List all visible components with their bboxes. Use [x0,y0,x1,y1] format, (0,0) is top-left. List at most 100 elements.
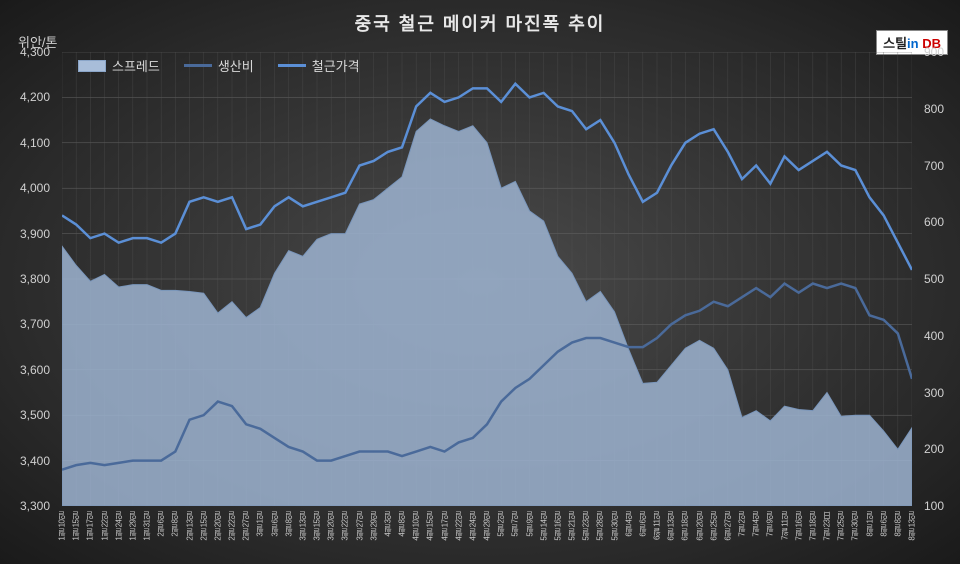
x-tick: 1월 10일 [57,512,68,541]
x-tick: 3월 20일 [326,512,337,541]
y-right-tick: 200 [924,442,944,456]
y-left-tick: 4,200 [20,90,50,104]
x-tick: 2월 15일 [198,512,209,541]
x-tick: 5월 9일 [524,512,535,537]
x-tick: 7월 18일 [807,512,818,541]
x-tick: 2월 20일 [212,512,223,541]
y-axis-left: 3,3003,4003,5003,6003,7003,8003,9004,000… [0,52,58,506]
legend-label-cost: 생산비 [218,56,254,75]
y-left-tick: 3,700 [20,317,50,331]
x-tick: 7월 25일 [836,512,847,541]
x-tick: 5월 30일 [609,512,620,541]
y-left-tick: 3,800 [20,272,50,286]
y-left-tick: 4,000 [20,181,50,195]
x-tick: 6월 20일 [694,512,705,541]
x-tick: 1월 15일 [71,512,82,541]
x-tick: 5월 23일 [581,512,592,541]
legend-price: 철근가격 [278,56,360,75]
y-left-tick: 3,300 [20,499,50,513]
x-tick: 7월 2일 [737,512,748,537]
x-tick: 5월 21일 [567,512,578,541]
x-tick: 7월 4일 [751,512,762,537]
x-tick: 5월 14일 [538,512,549,541]
x-tick: 8월 13일 [907,512,918,541]
legend-label-spread: 스프레드 [112,56,160,75]
x-tick: 3월 29일 [368,512,379,541]
y-left-tick: 3,900 [20,227,50,241]
legend-label-price: 철근가격 [312,56,360,75]
y-left-tick: 4,100 [20,136,50,150]
x-tick: 3월 13일 [297,512,308,541]
x-tick: 4월 22일 [453,512,464,541]
x-tick: 7월 30일 [850,512,861,541]
x-tick: 6월 4일 [623,512,634,537]
x-tick: 1월 22일 [99,512,110,541]
x-tick: 7월 11일 [779,512,790,540]
x-tick: 2월 27일 [241,512,252,541]
y-right-tick: 900 [924,45,944,59]
x-tick: 8월 6일 [878,512,889,537]
x-tick: 7월 9일 [765,512,776,537]
y-right-tick: 800 [924,102,944,116]
x-tick: 7월 23日 [822,512,833,541]
y-left-tick: 3,600 [20,363,50,377]
chart-legend: 스프레드 생산비 철근가격 [78,56,360,75]
x-tick: 2월 22일 [227,512,238,541]
chart-svg [62,52,912,506]
plot-area [62,52,912,506]
y-right-tick: 500 [924,272,944,286]
x-tick: 3월 15일 [312,512,323,541]
x-tick: 5월 16일 [552,512,563,541]
logo-part2: in [907,36,919,51]
x-tick: 4월 10일 [411,512,422,541]
x-tick: 5월 7일 [510,512,521,537]
x-tick: 3월 6일 [269,512,280,537]
x-tick: 6월 11일 [652,512,663,540]
y-right-tick: 700 [924,159,944,173]
x-tick: 3월 1일 [255,512,266,537]
y-axis-right: 100200300400500600700800900 [916,52,960,506]
x-tick: 1월 24일 [113,512,124,541]
legend-spread: 스프레드 [78,56,160,75]
y-right-tick: 100 [924,499,944,513]
y-right-tick: 400 [924,329,944,343]
x-tick: 3월 8일 [283,512,294,537]
legend-cost: 생산비 [184,56,254,75]
y-right-tick: 300 [924,386,944,400]
y-right-tick: 600 [924,215,944,229]
y-left-tick: 3,500 [20,408,50,422]
x-tick: 3월 27일 [354,512,365,541]
x-tick: 8월 1일 [864,512,875,537]
logo-part1: 스틸 [883,36,907,51]
legend-swatch-cost [184,64,212,67]
x-tick: 7월 16일 [793,512,804,541]
legend-swatch-spread [78,60,106,72]
x-tick: 6월 18일 [680,512,691,541]
x-tick: 1월 17일 [85,512,96,541]
y-left-tick: 3,400 [20,454,50,468]
x-tick: 4월 24일 [467,512,478,541]
chart-container: 중국 철근 메이커 마진폭 추이 위안/톤 스틸in DB 스프레드 생산비 철… [0,0,960,564]
x-tick: 4월 29일 [482,512,493,541]
x-tick: 8월 8일 [892,512,903,537]
x-tick: 1월 29일 [127,512,138,541]
x-tick: 6월 27일 [722,512,733,541]
x-tick: 1월 31일 [142,512,153,541]
x-tick: 2월 13일 [184,512,195,541]
y-left-tick: 4,300 [20,45,50,59]
x-tick: 6월 13일 [666,512,677,541]
x-tick: 2월 8일 [170,512,181,537]
x-tick: 4월 3일 [382,512,393,537]
x-tick: 6월 25일 [708,512,719,541]
chart-title: 중국 철근 메이커 마진폭 추이 [355,10,606,36]
x-tick: 4월 8일 [397,512,408,537]
x-tick: 6월 6일 [637,512,648,537]
x-tick: 4월 15일 [425,512,436,541]
x-tick: 2월 6일 [156,512,167,537]
legend-swatch-price [278,64,306,67]
x-tick: 4월 17일 [439,512,450,541]
x-tick: 5월 2일 [496,512,507,537]
x-axis: 1월 10일1월 15일1월 17일1월 22일1월 24일1월 29일1월 3… [62,508,912,564]
x-tick: 5월 28일 [595,512,606,541]
x-tick: 3월 22일 [340,512,351,541]
